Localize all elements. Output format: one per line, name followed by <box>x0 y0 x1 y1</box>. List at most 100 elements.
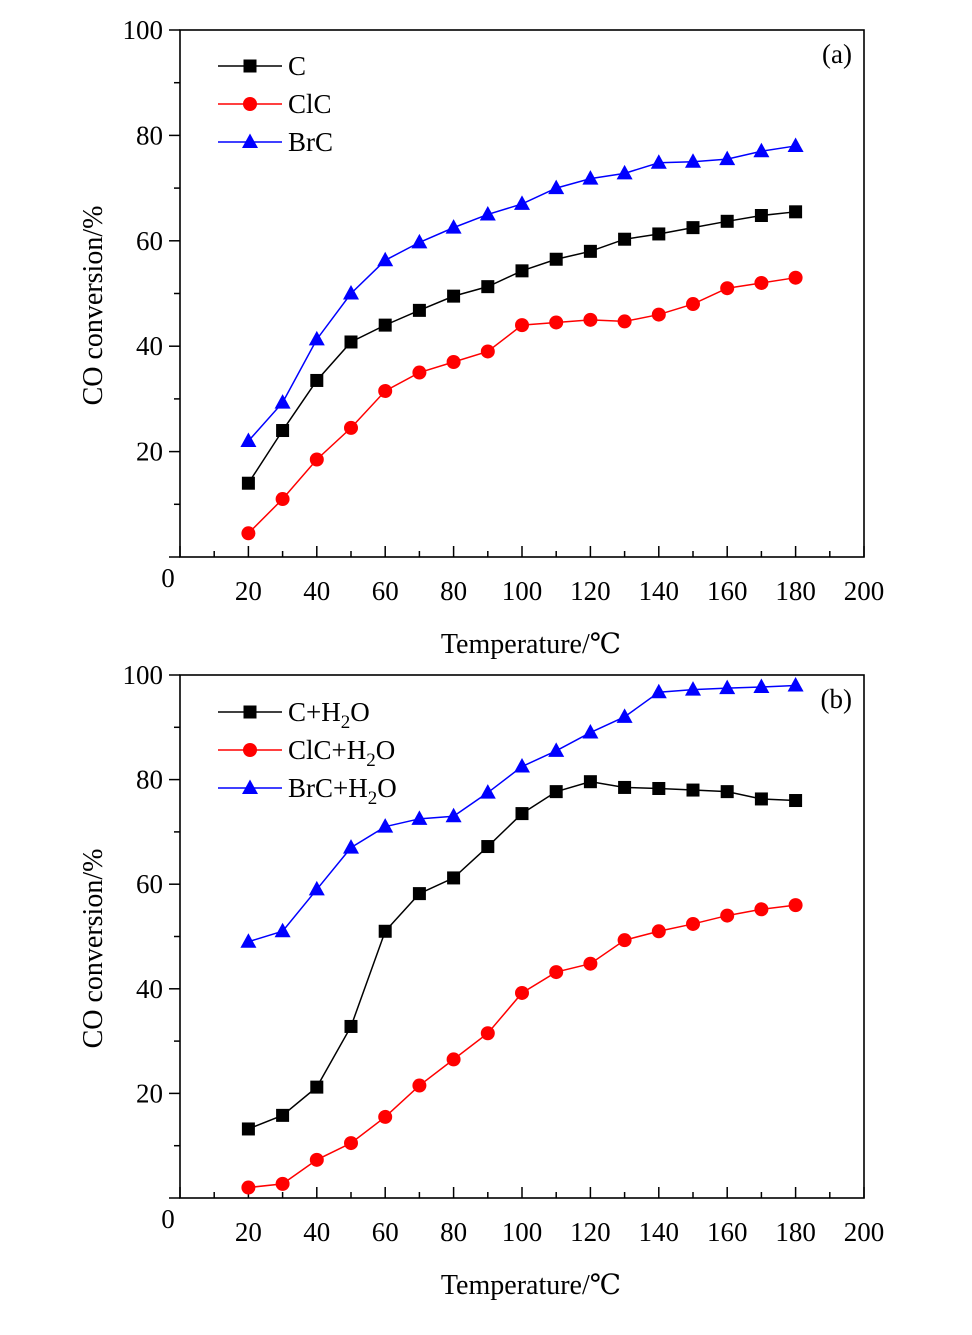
data-point <box>480 344 495 359</box>
data-point <box>652 227 666 241</box>
legend-label: C+H2O <box>288 697 370 733</box>
series-2 <box>241 898 803 1195</box>
x-tick-label: 100 <box>502 1217 543 1247</box>
y-tick-label: 40 <box>136 331 163 361</box>
data-point <box>583 244 597 258</box>
series-line <box>248 904 796 1189</box>
data-point <box>686 916 700 931</box>
data-point <box>686 297 700 312</box>
data-point <box>445 807 462 823</box>
data-point <box>618 780 632 794</box>
data-point <box>378 318 392 332</box>
x-tick-label: 40 <box>303 1217 330 1247</box>
data-point <box>788 270 803 285</box>
legend-marker <box>243 97 257 111</box>
data-point <box>241 1122 255 1136</box>
data-point <box>583 956 598 971</box>
data-point <box>411 233 428 249</box>
data-point <box>412 1078 427 1093</box>
data-point <box>617 314 632 329</box>
x-tick-label: 100 <box>502 576 543 606</box>
y-tick-label: 60 <box>136 869 163 899</box>
chart-panel-1: 20 40 60 80 100 120 140 160 180 200 20 40 60 80 100 0 Te… <box>78 15 884 660</box>
data-point <box>549 315 564 330</box>
x-tick-label: 140 <box>639 1217 680 1247</box>
data-point <box>650 683 667 699</box>
data-point <box>344 1019 358 1033</box>
data-point <box>754 275 769 290</box>
data-point <box>548 179 565 195</box>
legend-suffix: O <box>350 697 370 727</box>
data-point <box>788 898 803 913</box>
series-3 <box>240 137 804 448</box>
data-point <box>481 840 495 854</box>
x-tick-label: 60 <box>372 1217 399 1247</box>
legend-entry: ClC <box>218 89 332 119</box>
series-line <box>247 276 796 534</box>
series-1 <box>241 205 803 490</box>
data-point <box>583 775 597 789</box>
data-point <box>479 784 496 799</box>
y-tick-label: 80 <box>136 765 163 795</box>
data-point <box>308 330 325 346</box>
data-point <box>343 285 359 300</box>
legend-subscript: 2 <box>368 788 378 809</box>
y-tick-label: 80 <box>136 120 163 150</box>
x-axis-title: Temperature/℃ <box>441 629 621 660</box>
data-point <box>310 1080 324 1094</box>
data-point <box>650 154 667 169</box>
y-tick-label: 60 <box>136 226 163 256</box>
data-point <box>481 280 495 294</box>
data-point <box>515 318 529 333</box>
x-tick-label: 120 <box>570 576 611 606</box>
data-point <box>616 708 633 723</box>
legend-entry: C <box>218 51 306 81</box>
plot-frame <box>179 29 865 558</box>
x-tick-label: 80 <box>440 1217 467 1247</box>
data-point <box>447 871 461 885</box>
legend-subscript: 2 <box>341 712 351 733</box>
legend-label: ClC+H2O <box>288 735 395 771</box>
x-tick-label: 60 <box>372 576 399 606</box>
data-point <box>378 383 393 398</box>
data-point <box>308 880 325 896</box>
legend-subscript: 2 <box>366 750 376 771</box>
data-point <box>618 232 632 246</box>
legend-marker <box>243 743 257 757</box>
legend-label: BrC+H2O <box>288 773 397 809</box>
data-point <box>446 355 461 370</box>
data-point <box>753 678 770 694</box>
x-tick-label: 160 <box>707 576 748 606</box>
x-tick-label: 180 <box>775 576 816 606</box>
data-point <box>753 142 770 158</box>
data-point <box>720 785 734 799</box>
data-point <box>480 1026 495 1041</box>
data-point <box>720 908 735 923</box>
data-point <box>344 335 358 349</box>
data-point <box>276 1108 290 1122</box>
data-point <box>412 887 426 901</box>
data-point <box>241 476 255 490</box>
data-point <box>377 818 394 833</box>
data-point <box>617 933 632 948</box>
y-axis-title: CO conversion/% <box>78 849 109 1049</box>
data-point <box>412 365 427 380</box>
y-tick-label: 100 <box>123 660 164 690</box>
data-point <box>447 289 461 303</box>
y-tick-label: 20 <box>136 1078 163 1108</box>
data-point <box>241 1180 256 1195</box>
data-point <box>787 137 804 152</box>
data-point <box>549 785 563 799</box>
legend-entry: BrC+H2O <box>218 773 397 809</box>
data-point <box>515 264 529 278</box>
x-tick-label: 20 <box>235 576 262 606</box>
y-axis-title: CO conversion/% <box>78 206 109 406</box>
data-point <box>652 781 666 795</box>
data-point <box>276 424 290 438</box>
data-point <box>548 742 565 757</box>
data-point <box>275 1176 290 1191</box>
data-point <box>685 681 701 696</box>
data-point <box>275 492 290 507</box>
